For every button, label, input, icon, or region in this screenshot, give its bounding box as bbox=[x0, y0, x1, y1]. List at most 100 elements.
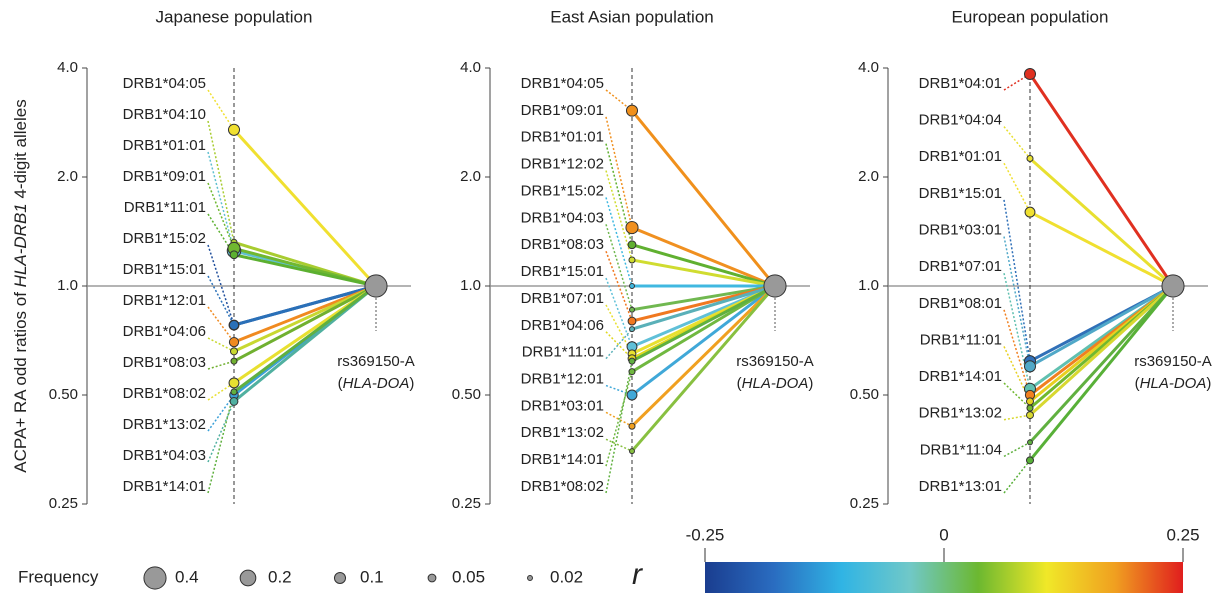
connector bbox=[605, 116, 633, 228]
allele-point bbox=[628, 357, 636, 365]
size-legend-label: 0.02 bbox=[550, 567, 583, 586]
connector bbox=[605, 197, 633, 287]
panel-title: European population bbox=[952, 7, 1109, 26]
slope-line bbox=[630, 284, 777, 428]
allele-label: DRB1*04:04 bbox=[919, 112, 1002, 129]
allele-label: DRB1*04:01 bbox=[919, 75, 1002, 92]
snp-point bbox=[364, 274, 388, 298]
connector bbox=[605, 250, 633, 322]
allele-point bbox=[628, 422, 636, 430]
slope-line bbox=[1028, 284, 1175, 417]
allele-point bbox=[1026, 456, 1034, 465]
allele-point bbox=[1026, 404, 1034, 412]
y-tick-label: 2.0 bbox=[858, 168, 879, 185]
snp-point bbox=[1161, 274, 1185, 298]
snp-gene-part: ( bbox=[338, 375, 343, 392]
connector bbox=[605, 384, 633, 396]
allele-label: DRB1*03:01 bbox=[919, 222, 1002, 239]
allele-point bbox=[1023, 360, 1037, 373]
slope-line bbox=[631, 226, 776, 288]
slope-line bbox=[1028, 73, 1175, 287]
allele-label: DRB1*08:02 bbox=[521, 478, 604, 495]
y-tick-label: 0.25 bbox=[850, 495, 879, 512]
snp-gene: (HLA-DOA) bbox=[338, 375, 415, 392]
slope-line bbox=[630, 285, 777, 453]
allele-point bbox=[227, 123, 241, 136]
allele-point bbox=[1026, 154, 1034, 163]
y-tick-label: 4.0 bbox=[858, 59, 879, 76]
connector bbox=[605, 361, 633, 494]
allele-label: DRB1*11:04 bbox=[920, 441, 1002, 458]
allele-label: DRB1*15:02 bbox=[123, 230, 206, 247]
allele-point bbox=[629, 326, 635, 333]
slope-line bbox=[232, 128, 378, 288]
slope-line bbox=[631, 284, 776, 373]
allele-label: DRB1*08:03 bbox=[123, 354, 206, 371]
connector bbox=[207, 401, 235, 463]
connector bbox=[207, 306, 235, 343]
slope-line bbox=[631, 284, 776, 331]
slope-line bbox=[630, 109, 777, 287]
allele-label: DRB1*01:01 bbox=[521, 129, 604, 146]
size-legend-circle bbox=[427, 573, 437, 583]
y-tick-label: 0.25 bbox=[452, 495, 481, 512]
allele-label: DRB1*08:03 bbox=[521, 236, 604, 253]
size-legend-label: 0.4 bbox=[175, 567, 199, 586]
y-tick-label: 1.0 bbox=[858, 277, 879, 294]
allele-point bbox=[629, 306, 635, 313]
connector bbox=[207, 151, 235, 252]
slope-line bbox=[233, 284, 377, 363]
connector bbox=[1003, 414, 1031, 421]
color-tick-label: 0.25 bbox=[1166, 525, 1199, 544]
panel-title: Japanese population bbox=[156, 7, 313, 26]
allele-label: DRB1*12:02 bbox=[521, 156, 604, 173]
slope-line bbox=[631, 258, 776, 288]
color-tick-label: 0 bbox=[939, 525, 948, 544]
allele-label: DRB1*13:02 bbox=[521, 424, 604, 441]
snp-label: rs369150-A bbox=[736, 353, 814, 370]
color-bar bbox=[705, 562, 1183, 593]
slope-line bbox=[1029, 284, 1174, 368]
allele-label: DRB1*04:06 bbox=[521, 317, 604, 334]
allele-point bbox=[230, 357, 238, 365]
allele-label: DRB1*14:01 bbox=[919, 368, 1002, 385]
connector bbox=[1003, 459, 1031, 494]
allele-label: DRB1*01:01 bbox=[919, 148, 1002, 165]
y-tick-label: 0.25 bbox=[49, 495, 78, 512]
allele-point bbox=[1024, 206, 1036, 218]
snp-gene-part: ( bbox=[737, 375, 742, 392]
size-legend-circle bbox=[143, 566, 167, 590]
connector bbox=[1003, 236, 1031, 367]
allele-label: DRB1*13:02 bbox=[919, 405, 1002, 422]
allele-label: DRB1*04:03 bbox=[123, 447, 206, 464]
connector bbox=[207, 120, 235, 243]
allele-point bbox=[1026, 397, 1034, 406]
slope-line bbox=[233, 284, 377, 327]
connector bbox=[1003, 441, 1031, 458]
y-axis-label: ACPA+ RA odd ratios of HLA-DRB1 4-digit … bbox=[11, 99, 30, 472]
allele-label: DRB1*14:01 bbox=[521, 451, 604, 468]
connector bbox=[605, 328, 633, 360]
connector bbox=[1003, 126, 1031, 159]
size-legend-circle bbox=[333, 571, 347, 585]
allele-label: DRB1*15:02 bbox=[521, 182, 604, 199]
snp-gene-part: ) bbox=[1206, 375, 1211, 392]
color-legend-title: r bbox=[632, 558, 643, 591]
allele-label: DRB1*08:02 bbox=[123, 385, 206, 402]
allele-point bbox=[627, 316, 637, 326]
snp-gene-part: ) bbox=[808, 375, 813, 392]
allele-label: DRB1*04:03 bbox=[521, 209, 604, 226]
allele-point bbox=[228, 336, 240, 348]
allele-point bbox=[1023, 67, 1037, 81]
panel-title: East Asian population bbox=[550, 7, 714, 26]
allele-label: DRB1*09:01 bbox=[521, 102, 604, 119]
allele-point bbox=[1027, 439, 1033, 446]
allele-label: DRB1*14:01 bbox=[123, 478, 206, 495]
allele-point bbox=[625, 221, 639, 235]
slope-line bbox=[631, 243, 776, 288]
allele-point bbox=[1026, 411, 1034, 420]
allele-point bbox=[228, 377, 240, 389]
allele-point bbox=[628, 368, 636, 376]
y-axis-label-part: ACPA+ RA odd ratios of bbox=[11, 287, 30, 472]
connector bbox=[207, 391, 235, 494]
